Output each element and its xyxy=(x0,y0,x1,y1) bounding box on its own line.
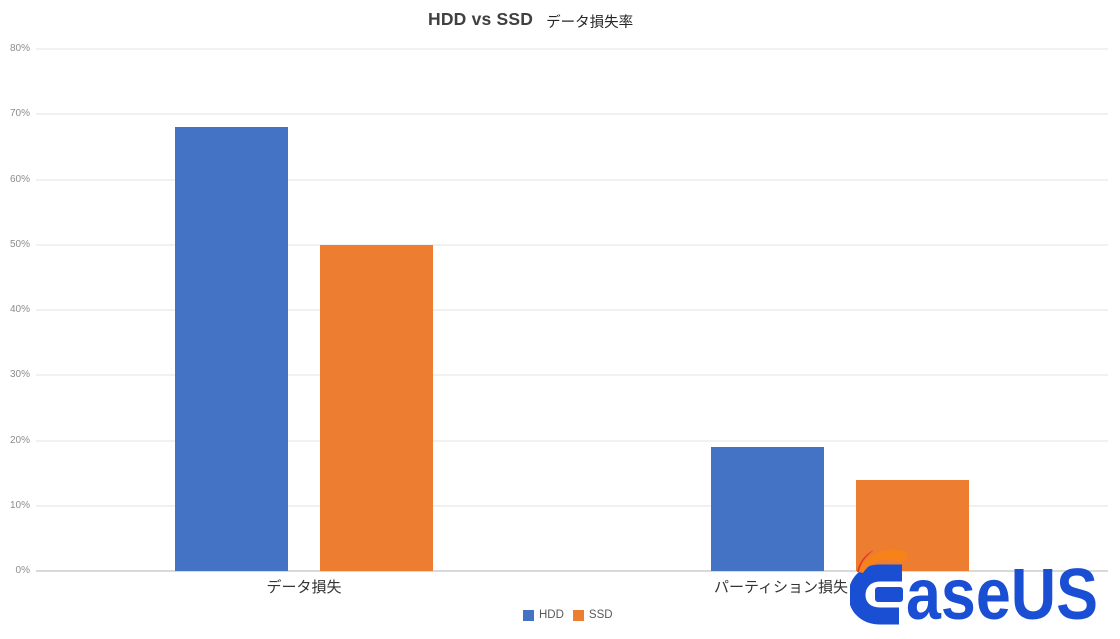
y-axis-tick-label: 70% xyxy=(9,108,30,120)
chart-title-sub: データ損失率 xyxy=(546,15,634,31)
gridline xyxy=(36,504,1108,507)
chart-title-main: HDD vs SSD xyxy=(428,9,534,29)
gridline xyxy=(36,243,1108,246)
x-axis-line xyxy=(36,570,1108,572)
easeus-logo-graphic: aseUS xyxy=(848,549,1098,635)
y-axis-tick-label: 20% xyxy=(9,434,30,446)
chart-title: HDD vs SSD データ損失率 xyxy=(428,9,633,32)
bar-ssd-cat0 xyxy=(320,244,433,571)
gridline xyxy=(36,439,1108,442)
legend-item-ssd: SSD xyxy=(572,609,613,621)
easeus-flame-icon xyxy=(857,549,908,573)
legend: HDD SSD xyxy=(523,609,622,621)
y-axis-tick-label: 0% xyxy=(15,565,30,576)
gridline xyxy=(36,374,1108,377)
legend-label-ssd: SSD xyxy=(588,609,613,621)
gridline xyxy=(36,113,1108,116)
gridline xyxy=(36,178,1108,181)
bar-hdd-cat1 xyxy=(711,447,824,571)
y-axis-tick-label: 80% xyxy=(9,43,30,54)
legend-item-hdd: HDD xyxy=(523,609,564,621)
y-axis-tick-label: 60% xyxy=(9,173,30,185)
x-axis-label-partition-loss: パーティション損失 xyxy=(713,579,849,596)
y-axis-tick-label: 50% xyxy=(9,238,30,250)
easeus-wordmark: aseUS xyxy=(906,555,1098,634)
gridline xyxy=(36,309,1108,311)
y-axis-tick-label: 10% xyxy=(9,499,30,511)
legend-label-hdd: HDD xyxy=(539,609,564,621)
bar-hdd-cat0 xyxy=(175,127,288,571)
easeus-logo: aseUS xyxy=(848,546,1102,635)
legend-swatch-hdd-icon xyxy=(523,609,534,621)
easeus-e-glyph xyxy=(848,564,903,625)
gridline xyxy=(36,48,1108,50)
x-axis-label-data-loss: データ損失 xyxy=(266,579,342,596)
y-axis-tick-label: 30% xyxy=(9,369,30,381)
y-axis-tick-label: 40% xyxy=(9,304,30,315)
legend-swatch-ssd-icon xyxy=(572,609,584,621)
